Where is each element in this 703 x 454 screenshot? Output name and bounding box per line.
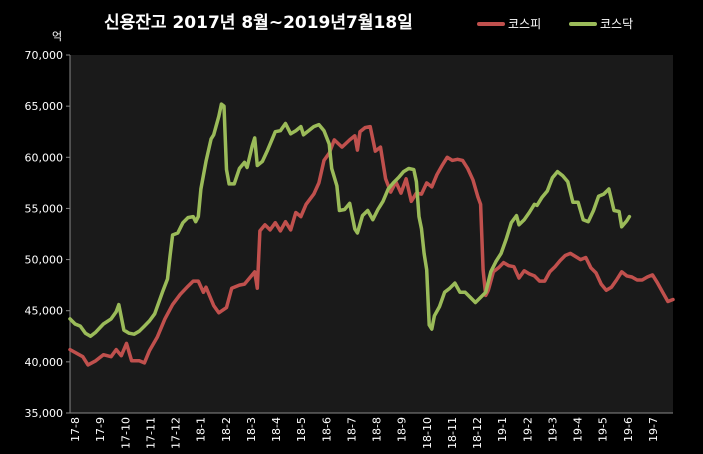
x-tick-label: 19-3 xyxy=(546,417,559,442)
x-tick-label: 19-1 xyxy=(496,417,509,442)
x-tick-label: 18-6 xyxy=(320,417,333,442)
y-tick-label: 40,000 xyxy=(25,356,64,369)
legend-label-kospi: 코스피 xyxy=(508,17,542,31)
y-tick-label: 45,000 xyxy=(25,305,64,318)
x-tick-label: 17-10 xyxy=(119,417,132,449)
x-tick-label: 18-8 xyxy=(371,417,384,442)
y-axis-unit-label: 억 xyxy=(52,30,63,43)
x-tick-label: 18-2 xyxy=(220,417,233,442)
x-tick-label: 19-2 xyxy=(521,417,534,442)
chart-title: 신용잔고 2017년 8월~2019년7월18일 xyxy=(104,13,413,33)
legend-item-kospi: 코스피 xyxy=(477,15,541,32)
series-line-kosdaq xyxy=(68,102,632,339)
legend-swatch-kosdaq xyxy=(569,21,597,26)
x-tick-label: 18-10 xyxy=(421,417,434,449)
x-axis: 17-8 17-9 17-10 17-11 17-12 18-1 18-2 18-3 18-4 1… xyxy=(69,412,673,449)
x-tick-label: 19-7 xyxy=(647,417,660,442)
legend-swatch-kospi xyxy=(477,21,505,26)
x-tick-label: 18-7 xyxy=(345,417,358,442)
x-tick-label: 17-8 xyxy=(69,417,82,442)
y-tick-label: 70,000 xyxy=(25,49,64,62)
y-tick-label: 55,000 xyxy=(25,202,64,215)
y-tick-label: 50,000 xyxy=(25,254,64,267)
x-tick-label: 18-3 xyxy=(245,417,258,442)
x-tick-label: 17-12 xyxy=(170,417,183,449)
x-tick-label: 19-5 xyxy=(597,417,610,442)
plot-area xyxy=(70,55,673,413)
y-tick-label: 60,000 xyxy=(25,151,64,164)
x-tick-label: 18-11 xyxy=(446,417,459,449)
series-line-kospi xyxy=(68,124,675,367)
x-tick-label: 19-4 xyxy=(572,417,585,442)
x-tick-label: 18-9 xyxy=(396,417,409,442)
y-tick-label: 35,000 xyxy=(25,407,64,420)
x-tick-label: 17-9 xyxy=(94,417,107,442)
legend-item-kosdaq: 코스닥 xyxy=(569,15,633,32)
x-tick-label: 18-1 xyxy=(195,417,208,442)
y-axis: 35,000 40,000 45,000 50,000 55,000 60,000 65,0… xyxy=(25,49,71,420)
x-tick-label: 17-11 xyxy=(144,417,157,449)
series-layer xyxy=(68,102,675,367)
legend-label-kosdaq: 코스닥 xyxy=(600,17,634,31)
x-tick-label: 18-5 xyxy=(295,417,308,442)
x-tick-label: 18-12 xyxy=(471,417,484,449)
y-tick-label: 65,000 xyxy=(25,100,64,113)
x-tick-label: 18-4 xyxy=(270,417,283,442)
x-tick-label: 19-6 xyxy=(622,417,635,442)
